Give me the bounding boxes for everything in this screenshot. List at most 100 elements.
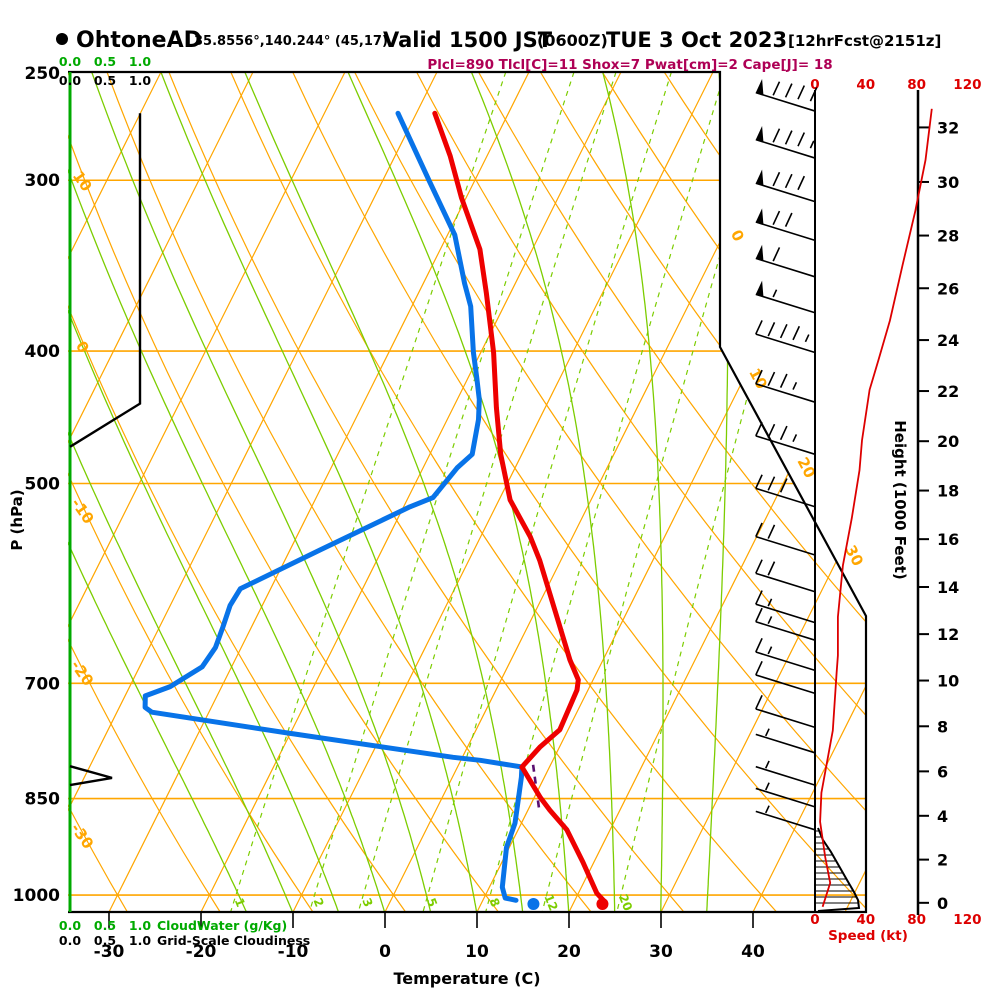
- wind-barb: [755, 293, 816, 314]
- dry-adiabat-line: [168, 72, 685, 912]
- height-tick-label: 20: [937, 432, 959, 451]
- speed-tick-label-bottom: 120: [953, 912, 981, 928]
- wind-barb-full: [784, 130, 793, 145]
- dry-adiabat-line: [354, 72, 866, 912]
- temperature-curve: [432, 110, 607, 904]
- pressure-tick-label: 700: [25, 674, 61, 694]
- height-axis-label: Height (1000 Feet): [891, 420, 909, 580]
- temperature-tick-label: 0: [379, 942, 391, 962]
- height-tick-label: 12: [937, 625, 959, 644]
- wind-barb-full: [772, 210, 781, 226]
- plot-border: [68, 70, 868, 914]
- wind-barb-full: [755, 638, 763, 653]
- dry-adiabat-line: [477, 72, 866, 912]
- cloud-scale-bottom-green-label: 1.0: [129, 918, 151, 933]
- wind-barb-half: [764, 805, 770, 814]
- wind-barb: [755, 621, 816, 641]
- moist-adiabat-line: [160, 72, 478, 912]
- speed-wedge-outline: [817, 827, 861, 912]
- wind-barb: [755, 765, 816, 786]
- temperature-tick-label: -10: [278, 942, 309, 962]
- wind-barb-pennant: [755, 280, 764, 297]
- isotherm-line: [68, 72, 346, 912]
- speed-tick-label-top: 40: [856, 77, 875, 93]
- wind-barb-full: [755, 369, 763, 385]
- isotherm-line: [568, 72, 866, 912]
- temperature-tick-label: -20: [186, 942, 217, 962]
- height-tick-label: 2: [937, 851, 948, 870]
- temperature-tick-label: 10: [465, 942, 489, 962]
- cloud-scale-bottom-black-label: 0.0: [59, 933, 81, 948]
- wind-barb: [755, 651, 816, 672]
- dry-adiabat-line: [68, 72, 499, 912]
- surface-temperature-dot: [596, 898, 609, 910]
- forecast-tag: [12hrFcst@2151z]: [788, 32, 941, 50]
- station-dot-icon: [56, 33, 68, 45]
- wind-barb: [755, 221, 816, 242]
- height-tick-label: 22: [937, 382, 959, 401]
- pressure-tick-label: 500: [25, 475, 61, 495]
- wind-barb: [755, 535, 816, 556]
- cloud-scale-bottom-green-label: 0.5: [94, 918, 116, 933]
- temperature-tick-label: 40: [741, 942, 765, 962]
- wind-barb-full: [784, 83, 793, 98]
- height-tick-label: 16: [937, 530, 959, 549]
- surface-dewpoint-dot: [527, 898, 540, 910]
- wind-barb-full: [784, 173, 793, 189]
- wind-barb-full: [772, 81, 781, 96]
- speed-tick-label-bottom: 40: [856, 912, 875, 928]
- mixing-ratio-line: [357, 72, 617, 912]
- wind-barb-full: [755, 421, 763, 437]
- wind-barb-full: [755, 522, 763, 537]
- wind-barb-full: [755, 474, 763, 489]
- wind-barb-half: [804, 334, 810, 343]
- speed-wedge-hatch: [816, 830, 859, 904]
- mixing-ratio-line: [230, 72, 507, 912]
- wind-barb: [755, 674, 816, 695]
- wind-barb-full: [755, 694, 763, 710]
- wind-barb-full: [779, 323, 788, 339]
- dewpoint-curve: [142, 110, 525, 903]
- cloud-scale-bottom-black-label: 1.0: [129, 933, 151, 948]
- parcel-path: [531, 764, 541, 809]
- dry-adiabat-line: [416, 72, 866, 912]
- gridscale-cloudiness-label: Grid-Scale Cloudiness: [157, 933, 310, 948]
- mixing-ratio-line: [616, 72, 837, 912]
- wind-barb-full: [755, 320, 763, 335]
- wind-panel: 0246810121416182022242628303200404080801…: [755, 77, 981, 928]
- wind-barb: [755, 572, 816, 593]
- axis-captions: P (hPa) Temperature (C) Height (1000 Fee…: [8, 420, 909, 988]
- wind-barb-half: [764, 760, 770, 769]
- wind-barb-half: [767, 616, 773, 625]
- wind-barb: [755, 333, 816, 354]
- moist-adiabat-line: [347, 72, 570, 912]
- isotherm-line: [660, 72, 866, 912]
- wind-barb-pennant: [755, 125, 764, 143]
- wind-barb-full: [779, 425, 788, 441]
- isotherm-line: [68, 72, 162, 912]
- pressure-tick-label: 250: [25, 64, 61, 84]
- speed-tick-label-bottom: 0: [810, 912, 819, 928]
- cloud-scale-top-green-label: 1.0: [129, 54, 151, 69]
- height-tick-label: 28: [937, 227, 959, 246]
- dry-adiabat-line: [230, 72, 778, 912]
- dry-adiabat-line: [68, 72, 221, 912]
- cloudiness-upper-trace: [69, 113, 142, 448]
- wind-barb-full: [797, 175, 806, 191]
- wind-barb: [755, 257, 816, 278]
- wind-barb-half: [764, 728, 770, 737]
- wind-barb-full: [779, 478, 788, 493]
- mixing-ratio-label: 20: [616, 892, 635, 913]
- dry-adiabat-line: [601, 72, 866, 912]
- wind-barb: [755, 810, 816, 831]
- dry-adiabat-line: [68, 72, 314, 912]
- moist-adiabat-line: [68, 72, 386, 912]
- pressure-axis-label: P (hPa): [8, 489, 26, 550]
- wind-barb: [755, 91, 816, 112]
- wind-barb-half: [764, 782, 770, 791]
- dry-adiabat-line: [292, 72, 866, 912]
- wind-barb-full: [797, 132, 806, 147]
- height-tick-label: 30: [937, 173, 959, 192]
